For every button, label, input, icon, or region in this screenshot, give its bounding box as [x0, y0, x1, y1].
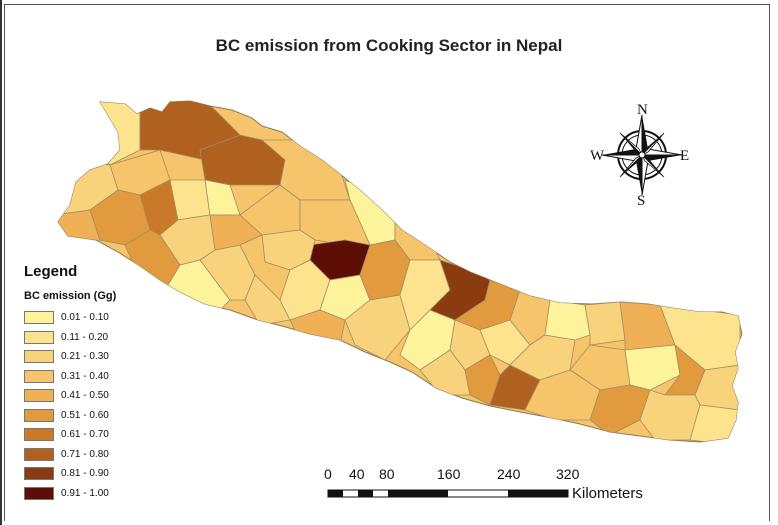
- compass-south-label: S: [637, 193, 646, 209]
- legend-item: 0.71 - 0.80: [24, 445, 174, 465]
- legend-label: 0.11 - 0.20: [61, 331, 109, 343]
- legend-item: 0.41 - 0.50: [24, 386, 174, 406]
- scale-tick-40: 40: [349, 466, 365, 482]
- legend-item: 0.31 - 0.40: [24, 367, 174, 387]
- scale-unit-label: Kilometers: [572, 485, 643, 502]
- page-left-rule: [0, 0, 2, 525]
- legend-swatch: [24, 330, 54, 344]
- scale-tick-0: 0: [324, 466, 332, 482]
- compass-rose: [601, 114, 683, 196]
- legend-swatch: [24, 408, 54, 422]
- legend-label: 0.41 - 0.50: [61, 390, 109, 402]
- scale-tick-320: 320: [556, 466, 580, 482]
- compass-west-label: W: [590, 148, 605, 164]
- map-title: BC emission from Cooking Sector in Nepal: [215, 36, 563, 55]
- legend-swatch: [24, 447, 54, 461]
- district: [584, 301, 626, 346]
- legend: Legend BC emission (Gg) 0.01 - 0.10 0.11 …: [24, 263, 174, 503]
- district: [544, 299, 591, 341]
- legend-label: 0.91 - 1.00: [61, 487, 109, 499]
- legend-title: Legend: [24, 263, 78, 280]
- legend-label: 0.61 - 0.70: [61, 429, 109, 441]
- districts: [58, 101, 741, 442]
- legend-swatch: [24, 428, 54, 442]
- compass-north-label: N: [637, 102, 648, 118]
- scale-tick-80: 80: [379, 466, 395, 482]
- legend-label: 0.71 - 0.80: [61, 448, 109, 460]
- legend-item: 0.51 - 0.60: [24, 406, 174, 426]
- legend-swatch: [24, 467, 54, 481]
- legend-item: 0.01 - 0.10: [24, 308, 174, 328]
- legend-classes: 0.01 - 0.10 0.11 - 0.20 0.21 - 0.30 0.31 - …: [24, 308, 174, 503]
- district: [624, 344, 681, 391]
- legend-swatch: [24, 486, 54, 500]
- scale-tick-160: 160: [437, 466, 461, 482]
- compass-east-label: E: [680, 148, 690, 164]
- legend-swatch: [24, 350, 54, 364]
- legend-swatch: [24, 389, 54, 403]
- scale-tick-240: 240: [497, 466, 521, 482]
- legend-swatch: [24, 369, 54, 383]
- district: [244, 274, 291, 326]
- legend-item: 0.81 - 0.90: [24, 464, 174, 484]
- legend-subtitle: BC emission (Gg): [24, 290, 117, 302]
- legend-label: 0.01 - 0.10: [61, 312, 109, 324]
- legend-swatch: [24, 311, 54, 325]
- legend-item: 0.61 - 0.70: [24, 425, 174, 445]
- legend-item: 0.11 - 0.20: [24, 328, 174, 348]
- map-frame: [4, 4, 770, 521]
- legend-label: 0.51 - 0.60: [61, 409, 109, 421]
- legend-label: 0.31 - 0.40: [61, 370, 109, 382]
- district: [639, 389, 701, 441]
- legend-label: 0.81 - 0.90: [61, 468, 109, 480]
- legend-item: 0.91 - 1.00: [24, 484, 174, 504]
- scale-bar: [327, 489, 569, 498]
- legend-label: 0.21 - 0.30: [61, 351, 109, 363]
- legend-item: 0.21 - 0.30: [24, 347, 174, 367]
- district: [689, 404, 741, 442]
